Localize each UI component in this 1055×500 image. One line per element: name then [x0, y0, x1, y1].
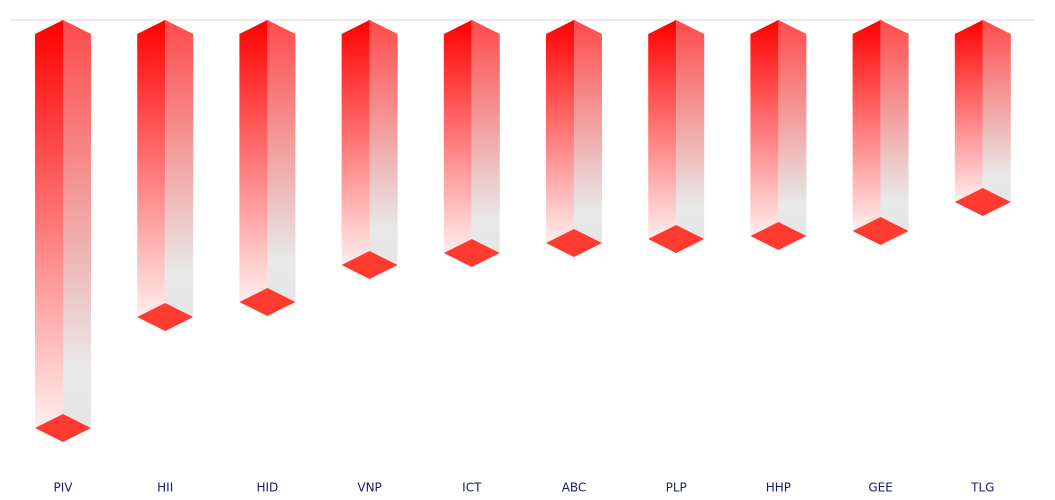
bar-front: [954, 20, 983, 202]
bar: [750, 20, 807, 250]
bar-bottom: [750, 222, 807, 250]
bar-front: [546, 20, 574, 243]
bar-bottom: [35, 414, 91, 442]
bar-side: [982, 20, 1011, 202]
bar-bottom: [954, 188, 1011, 216]
bar-side: [267, 20, 296, 302]
bar-front: [443, 20, 472, 253]
bar: [852, 20, 909, 245]
bar: [648, 20, 705, 253]
x-tick-label: ICT: [462, 481, 482, 495]
bar-front: [35, 20, 63, 428]
x-tick-label: HHP: [766, 481, 791, 495]
x-tick-label: HID: [256, 481, 278, 495]
bar-side: [63, 20, 91, 428]
bar-front: [239, 20, 268, 302]
bar-front: [341, 20, 370, 265]
bar-bottom: [239, 288, 296, 316]
bar-front: [137, 20, 166, 317]
bar-bottom: [546, 229, 602, 257]
bar-bottom: [852, 217, 909, 245]
bar-bottom: [137, 303, 194, 331]
x-tick-label: VNP: [357, 481, 381, 495]
bar-front: [750, 20, 779, 236]
bar-bottom: [341, 251, 398, 279]
bar-side: [574, 20, 602, 243]
bar-side: [165, 20, 194, 317]
bar-front: [648, 20, 677, 239]
x-tick-label: PIV: [54, 481, 74, 495]
bar: [954, 20, 1011, 216]
bar-side: [778, 20, 807, 236]
x-tick-label: GEE: [868, 481, 892, 495]
x-tick-label: TLG: [970, 481, 994, 495]
bar: [341, 20, 398, 279]
bar-side: [471, 20, 500, 253]
bar-side: [880, 20, 909, 231]
bar: [443, 20, 500, 267]
bar-bottom: [648, 225, 705, 253]
bar: [35, 20, 91, 442]
x-tick-label: PLP: [666, 481, 687, 495]
bar: [239, 20, 296, 316]
bar-front: [852, 20, 881, 231]
bar-side: [369, 20, 398, 265]
bar-bottom: [443, 239, 500, 267]
bar: [137, 20, 194, 331]
x-tick-label: HII: [157, 481, 173, 495]
bar: [546, 20, 602, 257]
x-tick-label: ABC: [562, 481, 587, 495]
bar-side: [676, 20, 705, 239]
